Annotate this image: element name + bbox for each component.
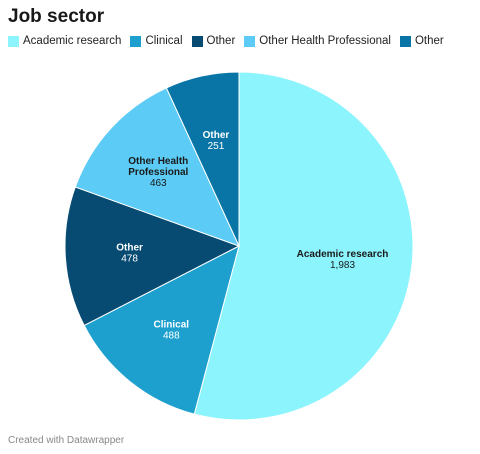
legend-item: Other	[399, 35, 444, 47]
legend-label: Clinical	[145, 35, 183, 47]
legend-swatch	[244, 35, 256, 47]
pie-slice[interactable]	[165, 71, 240, 247]
slice-label-value: 478	[121, 253, 138, 264]
slice-label-name: Other	[116, 242, 143, 253]
legend-swatch	[191, 35, 203, 47]
slice-label-value: 463	[150, 178, 167, 189]
legend-swatch	[130, 35, 142, 47]
slice-label-value: 1,983	[330, 260, 355, 271]
legend-label: Academic research	[23, 35, 122, 47]
pie-slice[interactable]	[83, 245, 240, 415]
slice-label-name: Other	[203, 130, 230, 141]
legend-swatch	[399, 35, 411, 47]
footer-credit[interactable]: Created with Datawrapper	[8, 435, 125, 446]
legend-label: Other Health Professional	[259, 35, 391, 47]
legend-item: Other Health Professional	[244, 35, 391, 47]
slice-label-name: Professional	[128, 167, 188, 178]
legend-item: Clinical	[130, 35, 183, 47]
slice-label-name: Academic research	[297, 249, 389, 260]
legend-label: Other	[414, 35, 444, 47]
pie-chart: Academic research1,983Clinical488Other47…	[64, 71, 414, 421]
slice-label-value: 488	[163, 330, 180, 341]
legend-swatch	[8, 35, 19, 47]
slice-label-value: 251	[208, 141, 225, 152]
legend: Academic research Clinical Other Other Heal…	[8, 35, 453, 47]
chart-title: Job sector	[8, 6, 105, 27]
pie-slice[interactable]	[64, 186, 241, 327]
pie-slice[interactable]	[193, 71, 414, 421]
legend-item: Academic research	[8, 35, 121, 47]
legend-item: Other	[191, 35, 236, 47]
slice-label-name: Clinical	[154, 319, 190, 330]
legend-label: Other	[206, 35, 236, 47]
slice-label-name: Other Health	[128, 156, 188, 167]
pie-slice[interactable]	[74, 87, 240, 247]
